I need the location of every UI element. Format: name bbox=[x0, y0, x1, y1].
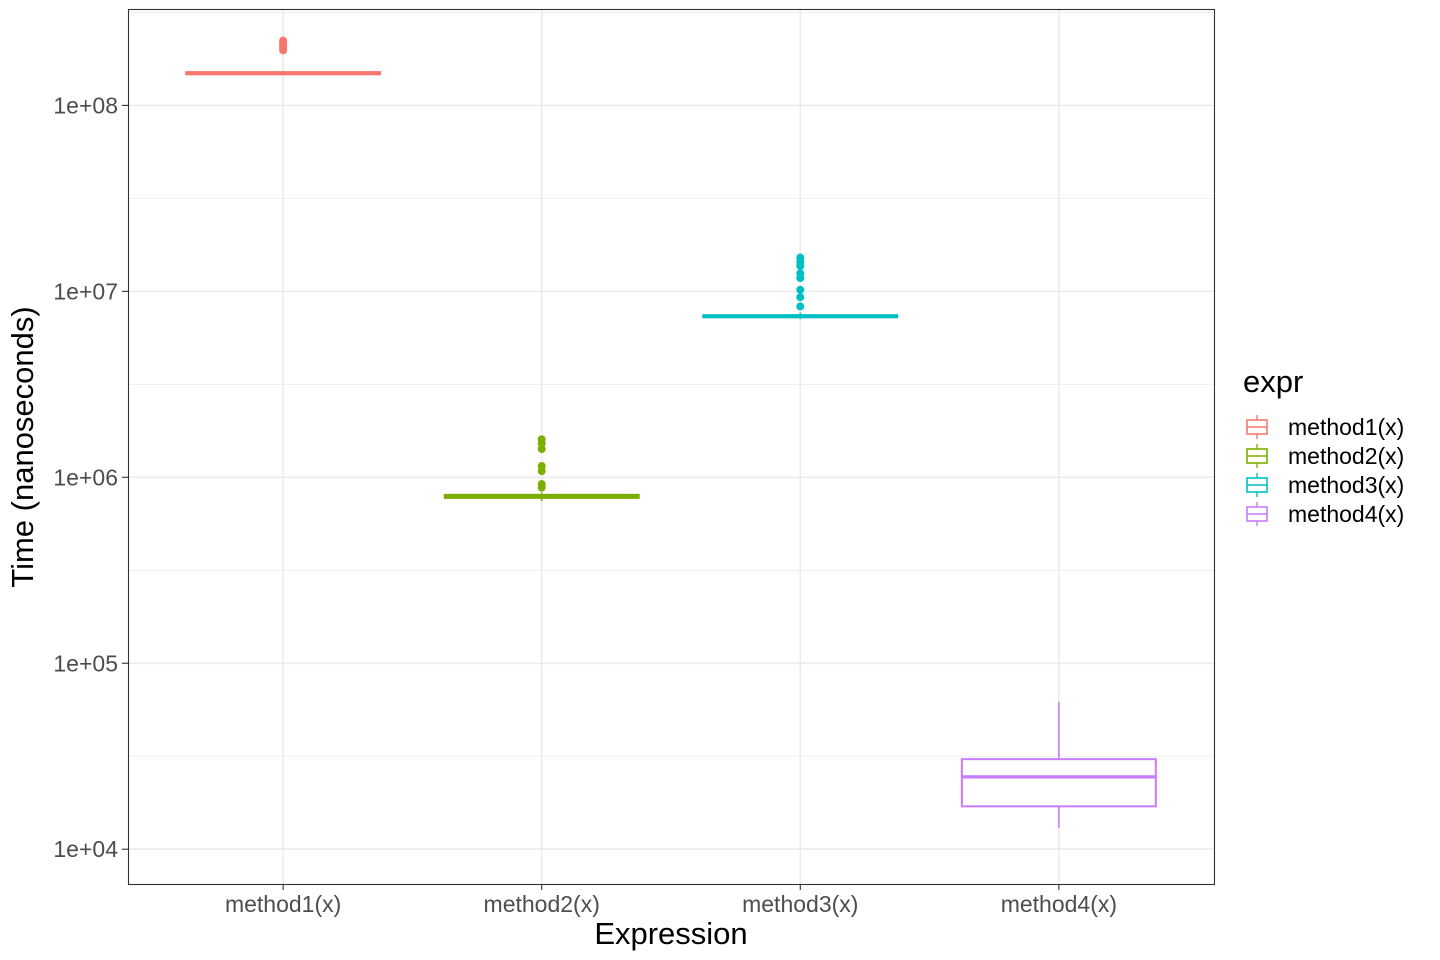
legend-item: method3(x) bbox=[1246, 472, 1404, 498]
outlier-point bbox=[796, 269, 805, 278]
y-tick-label: 1e+06 bbox=[53, 464, 118, 490]
boxplot-method4(x) bbox=[960, 701, 1157, 829]
boxplots bbox=[185, 36, 1157, 829]
x-tick-label: method2(x) bbox=[484, 891, 600, 917]
legend-label: method3(x) bbox=[1288, 472, 1404, 498]
outlier-point bbox=[537, 462, 546, 471]
outlier-point bbox=[796, 302, 805, 311]
y-tick-label: 1e+04 bbox=[53, 836, 118, 862]
x-tick-label: method1(x) bbox=[225, 891, 341, 917]
boxplot-method3(x) bbox=[702, 253, 899, 320]
legend-item: method2(x) bbox=[1246, 443, 1404, 469]
legend: expr method1(x) method2(x) method3(x) metho… bbox=[1243, 364, 1404, 527]
x-axis-title: Expression bbox=[594, 916, 747, 951]
outlier-point bbox=[537, 444, 546, 453]
outlier-point bbox=[796, 285, 805, 294]
x-tick-label: method4(x) bbox=[1001, 891, 1117, 917]
y-tick-label: 1e+05 bbox=[53, 650, 118, 676]
outlier-point bbox=[537, 435, 546, 444]
legend-title: expr bbox=[1243, 364, 1303, 399]
y-tick-label: 1e+07 bbox=[53, 278, 118, 304]
outlier-point bbox=[796, 293, 805, 302]
outlier-point bbox=[537, 480, 546, 489]
outlier-point bbox=[796, 253, 805, 262]
y-axis-title: Time (nanoseconds) bbox=[5, 306, 40, 587]
x-axis: method1(x) method2(x) method3(x) method4(x) bbox=[225, 884, 1117, 917]
outlier-point bbox=[279, 36, 288, 45]
legend-item: method4(x) bbox=[1246, 501, 1404, 527]
box-iqr bbox=[960, 758, 1157, 808]
legend-label: method1(x) bbox=[1288, 414, 1404, 440]
legend-label: method2(x) bbox=[1288, 443, 1404, 469]
y-tick-label: 1e+08 bbox=[53, 92, 118, 118]
boxplot-method2(x) bbox=[443, 435, 640, 502]
x-tick-label: method3(x) bbox=[742, 891, 858, 917]
y-axis: 1e+04 1e+05 1e+06 1e+07 1e+08 bbox=[53, 92, 128, 862]
boxplot-method1(x) bbox=[185, 36, 382, 76]
legend-item: method1(x) bbox=[1246, 414, 1404, 440]
panel-border bbox=[127, 8, 1216, 886]
legend-label: method4(x) bbox=[1288, 501, 1404, 527]
